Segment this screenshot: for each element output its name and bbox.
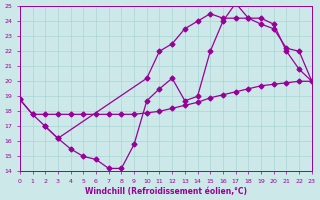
X-axis label: Windchill (Refroidissement éolien,°C): Windchill (Refroidissement éolien,°C) — [85, 187, 247, 196]
